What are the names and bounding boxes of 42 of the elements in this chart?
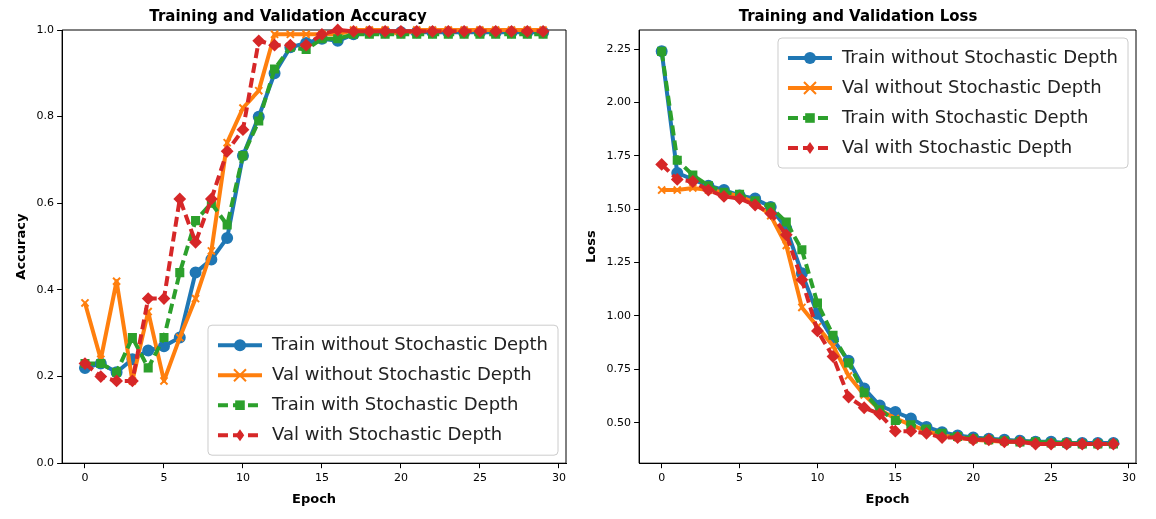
x-tick-label: 10 — [810, 470, 825, 484]
x-tick-label: 30 — [1121, 470, 1136, 484]
legend-label: Val without Stochastic Depth — [841, 75, 1102, 97]
y-tick-label: 2.00 — [606, 95, 632, 109]
y-tick-label: 0.4 — [36, 282, 55, 296]
x-tick-label: 5 — [160, 470, 168, 484]
x-tick-label: 10 — [235, 470, 250, 484]
x-tick-label: 20 — [966, 470, 981, 484]
y-tick-label: 0.50 — [606, 415, 632, 429]
x-tick-label: 30 — [551, 470, 566, 484]
x-tick-label: 0 — [81, 470, 89, 484]
y-tick-label: 1.25 — [606, 255, 632, 269]
y-tick-label: 0.75 — [606, 362, 632, 376]
legend-label: Val with Stochastic Depth — [841, 135, 1073, 157]
x-tick-label: 25 — [472, 470, 487, 484]
x-tick-label: 0 — [658, 470, 666, 484]
y-tick-label: 2.25 — [606, 42, 632, 56]
y-tick-label: 0.8 — [36, 109, 55, 123]
legend-label: Train without Stochastic Depth — [270, 332, 548, 354]
chart-title: Training and Validation Accuracy — [149, 6, 427, 25]
legend-label: Train with Stochastic Depth — [840, 105, 1089, 127]
x-axis-title: Epoch — [292, 490, 337, 506]
y-tick-label: 0.6 — [36, 196, 55, 210]
legend-label: Train with Stochastic Depth — [270, 392, 519, 414]
y-tick-label: 0.2 — [36, 369, 55, 383]
y-tick-label: 1.75 — [606, 148, 632, 162]
x-tick-label: 15 — [314, 470, 329, 484]
x-tick-label: 25 — [1044, 470, 1059, 484]
y-tick-label: 1.0 — [36, 22, 55, 36]
y-tick-label: 0.0 — [36, 456, 55, 470]
x-tick-label: 5 — [736, 470, 744, 484]
y-axis-title: Loss — [583, 230, 599, 263]
y-axis-title: Accuracy — [13, 213, 29, 280]
x-tick-label: 15 — [888, 470, 903, 484]
legend-label: Val with Stochastic Depth — [271, 422, 503, 444]
chart-title: Training and Validation Loss — [738, 6, 978, 25]
y-tick-label: 1.00 — [606, 308, 632, 322]
x-axis-title: Epoch — [865, 490, 910, 506]
y-tick-label: 1.50 — [606, 202, 632, 216]
legend-label: Train without Stochastic Depth — [840, 45, 1118, 67]
legend-label: Val without Stochastic Depth — [271, 362, 532, 384]
x-tick-label: 20 — [393, 470, 408, 484]
